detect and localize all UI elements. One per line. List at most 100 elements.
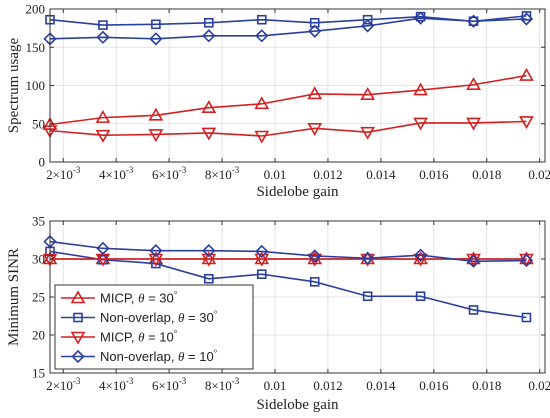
x-tick-label: 0.016 <box>419 378 449 393</box>
legend-label: Non-overlap, θ = 30° <box>100 309 218 325</box>
x-tick-mantissa: 2 <box>46 167 53 182</box>
legend-theta: θ <box>138 291 145 306</box>
data-point <box>362 14 373 25</box>
x-tick-label: 2×10-3 <box>46 165 81 182</box>
legend-degree: ° <box>174 290 178 300</box>
series-line <box>49 240 527 263</box>
data-point <box>307 123 323 136</box>
x-tick-base: ×10 <box>106 167 126 182</box>
x-tick-mantissa: 8 <box>205 167 212 182</box>
x-tick-label: 0.018 <box>472 167 501 182</box>
x-tick-value: 0.012 <box>313 167 342 182</box>
data-point <box>466 254 481 268</box>
legend-value: = 30 <box>144 291 173 306</box>
legend-text: Non-overlap, <box>100 310 178 325</box>
x-tick-mantissa: 4 <box>99 378 106 393</box>
data-point <box>201 100 217 113</box>
data-point <box>95 110 111 123</box>
x-tick-exponent: -3 <box>232 376 240 386</box>
legend-text: Non-overlap, <box>100 349 178 364</box>
x-axis-label: Sidelobe gain <box>256 184 339 200</box>
data-point <box>468 305 479 315</box>
legend-marker <box>73 312 83 323</box>
data-point <box>202 29 216 43</box>
legend-degree: ° <box>214 309 218 319</box>
legend-text: MICP, <box>100 291 138 306</box>
data-point <box>204 17 214 28</box>
x-tick-base: ×10 <box>53 378 73 393</box>
data-point <box>148 107 164 121</box>
series-line <box>49 250 527 319</box>
x-tick-label: 4×10-3 <box>99 376 134 393</box>
data-point <box>151 19 161 30</box>
data-point <box>361 251 375 265</box>
x-tick-mantissa: 2 <box>46 378 53 393</box>
data-point <box>98 20 108 30</box>
data-point <box>413 248 428 262</box>
data-point <box>149 244 163 258</box>
x-tick-label: 6×10-3 <box>152 376 187 393</box>
x-tick-mantissa: 6 <box>152 167 159 182</box>
minimum-sinr-chart: 2×10-3 4×10-3 6×10-3 8×10-3 0.01 0.012 0.014 0.… <box>6 214 550 414</box>
legend-marker <box>70 290 86 304</box>
data-point <box>519 116 534 130</box>
legend-label: Non-overlap, θ = 10° <box>100 348 218 364</box>
legend: MICP, θ = 30°Non-overlap, θ = 30°MICP, θ… <box>54 284 254 370</box>
x-tick-label: 0.012 <box>313 167 342 182</box>
legend-label: MICP, θ = 10° <box>100 329 178 345</box>
spectrum-usage-chart: 2×10-3 4×10-3 6×10-3 8×10-3 0.01 0.012 0.014 0.… <box>6 2 550 201</box>
legend-marker <box>71 349 85 364</box>
legend-degree: ° <box>214 348 218 358</box>
data-point <box>521 312 532 323</box>
x-tick-exponent: -3 <box>179 165 187 175</box>
x-tick-label: 0.02 <box>528 167 550 182</box>
data-point <box>360 87 376 100</box>
legend-label: MICP, θ = 30° <box>100 290 178 306</box>
data-point <box>149 32 163 46</box>
x-tick-base: ×10 <box>158 378 178 393</box>
data-point <box>254 130 270 144</box>
x-tick-mantissa: 6 <box>152 378 159 393</box>
data-point <box>201 253 217 267</box>
x-tick-label: 6×10-3 <box>152 165 187 182</box>
data-point <box>256 269 267 280</box>
x-tick-base: ×10 <box>53 167 73 182</box>
data-point <box>308 249 322 263</box>
data-point <box>309 276 320 287</box>
x-tick-value: 0.014 <box>366 167 396 182</box>
legend-value: = 10 <box>184 349 213 364</box>
x-tick-exponent: -3 <box>73 376 81 386</box>
legend-value: = 10 <box>144 330 173 345</box>
x-tick-base: ×10 <box>106 378 126 393</box>
x-tick-value: 0.016 <box>419 167 449 182</box>
x-tick-exponent: -3 <box>179 376 187 386</box>
data-point <box>202 244 216 258</box>
y-axis-label: Minimum SINR <box>6 248 22 346</box>
data-point <box>466 77 481 91</box>
x-tick-base: ×10 <box>158 167 178 182</box>
y-tick-label: 25 <box>32 290 45 305</box>
data-point <box>204 273 214 284</box>
legend-value: = 30 <box>184 310 213 325</box>
data-point <box>308 24 322 38</box>
data-point <box>255 244 269 259</box>
x-tick-exponent: -3 <box>126 165 134 175</box>
x-tick-value: 0.018 <box>472 378 501 393</box>
legend-theta: θ <box>178 310 185 325</box>
data-point <box>254 253 270 267</box>
data-point <box>415 291 426 302</box>
data-point <box>307 253 323 267</box>
legend-marker <box>70 331 86 345</box>
data-point <box>519 12 534 26</box>
data-point <box>360 126 376 140</box>
data-point <box>466 14 481 28</box>
data-point <box>96 241 110 255</box>
data-point <box>413 82 428 96</box>
data-point <box>413 117 428 131</box>
series-line <box>49 74 527 126</box>
x-tick-value: 0.012 <box>313 378 342 393</box>
x-tick-label: 0.018 <box>472 378 501 393</box>
x-axis-label: Sidelobe gain <box>256 397 339 413</box>
y-tick-label: 20 <box>32 328 45 343</box>
